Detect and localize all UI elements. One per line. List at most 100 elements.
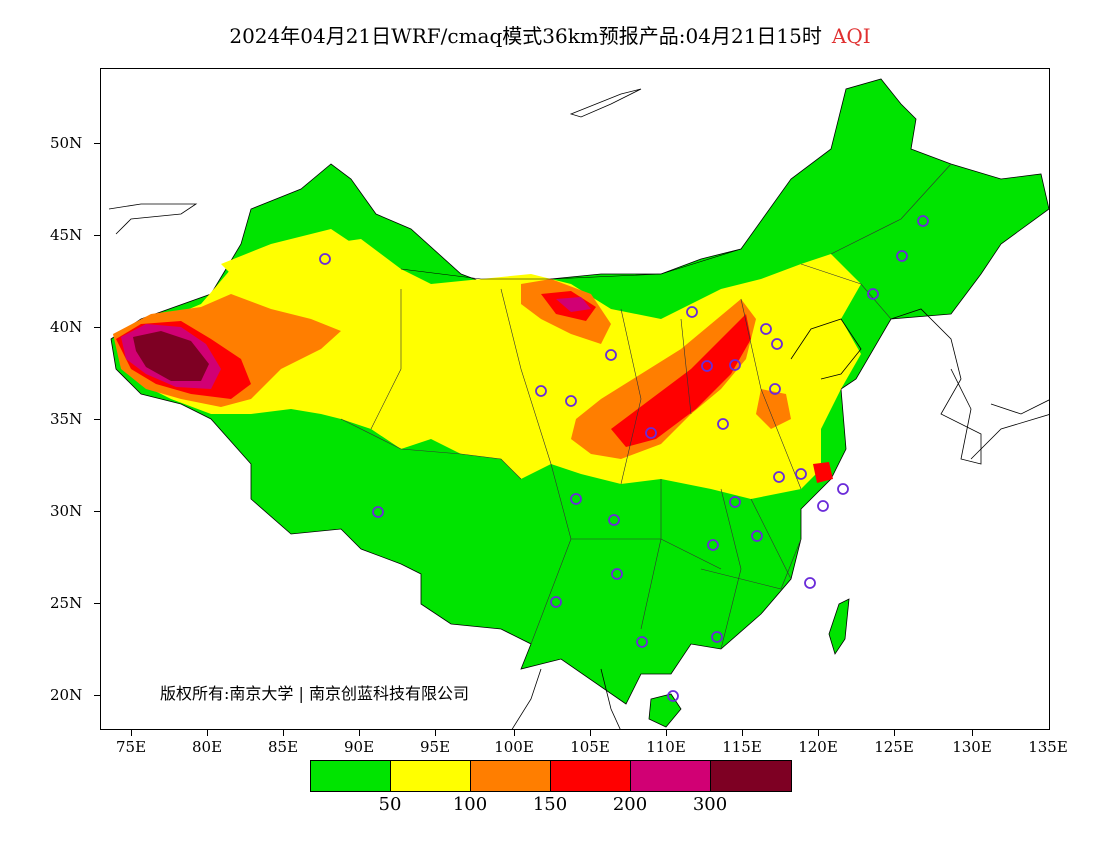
legend-label-300: 300 — [692, 794, 728, 815]
station-jinan — [769, 383, 781, 395]
station-taiyuan — [701, 360, 713, 372]
caspian-coast — [108, 203, 198, 235]
station-chengdu — [570, 493, 582, 505]
map-title: 2024年04月21日WRF/cmaq模式36km预报产品:04月21日15时 A… — [0, 20, 1100, 49]
lon-tick — [207, 730, 208, 736]
moderate-region-west — [221, 229, 361, 294]
legend-swatch-2 — [471, 761, 551, 791]
station-zhengzhou — [717, 418, 729, 430]
lon-label-115e: 115E — [722, 738, 762, 756]
baikal-lake — [569, 88, 642, 118]
station-tianjin — [771, 338, 783, 350]
lat-label-45n: 45N — [50, 226, 83, 244]
lat-tick — [94, 327, 100, 328]
copyright-notice: 版权所有:南京大学 | 南京创蓝科技有限公司 — [160, 684, 469, 703]
lat-tick — [94, 419, 100, 420]
lat-label-35n: 35N — [50, 410, 83, 428]
lon-label-100e: 100E — [494, 738, 534, 756]
legend-label-100: 100 — [452, 794, 488, 815]
station-haikou — [667, 690, 679, 702]
legend-swatch-0 — [311, 761, 391, 791]
station-markers — [319, 215, 929, 702]
unhealthy-spot-east — [813, 462, 833, 483]
legend-swatch-1 — [391, 761, 471, 791]
station-changsha — [707, 539, 719, 551]
station-hohhot — [686, 306, 698, 318]
province-boundaries — [340, 163, 952, 650]
station-lanzhou — [565, 395, 577, 407]
station-nanjing — [795, 468, 807, 480]
lon-label-120e: 120E — [798, 738, 838, 756]
station-guangzhou — [711, 631, 723, 643]
lat-label-25n: 25N — [50, 594, 83, 612]
station-fuzhou — [804, 577, 816, 589]
lon-label-90e: 90E — [343, 738, 375, 756]
station-xian — [645, 427, 657, 439]
legend-label-150: 150 — [532, 794, 568, 815]
lat-label-50n: 50N — [50, 134, 83, 152]
very-unhealthy-spot-north — [556, 297, 591, 312]
lon-tick — [435, 730, 436, 736]
lon-label-105e: 105E — [570, 738, 610, 756]
title-main: 2024年04月21日WRF/cmaq模式36km预报产品:04月21日15时 — [229, 24, 822, 48]
station-harbin — [917, 215, 929, 227]
station-chongqing — [608, 514, 620, 526]
lon-tick — [742, 730, 743, 736]
lon-label-135e: 135E — [1028, 738, 1068, 756]
station-shanghai — [837, 483, 849, 495]
station-shijiazhuang — [729, 359, 741, 371]
vietnam-coast — [511, 668, 621, 729]
legend-swatch-4 — [631, 761, 711, 791]
lon-label-85e: 85E — [267, 738, 299, 756]
korea-japan-coastline — [890, 308, 1049, 465]
lon-label-110e: 110E — [646, 738, 686, 756]
lon-tick — [972, 730, 973, 736]
lon-label-125e: 125E — [874, 738, 914, 756]
station-hangzhou — [817, 500, 829, 512]
lon-tick — [283, 730, 284, 736]
taiwan-island — [828, 598, 850, 655]
station-kunming — [550, 596, 562, 608]
station-wuhan — [729, 496, 741, 508]
station-shenyang — [867, 288, 879, 300]
lat-tick — [94, 235, 100, 236]
lat-tick — [94, 603, 100, 604]
usg-region-central — [571, 299, 756, 459]
hazardous-region — [133, 331, 209, 381]
lon-tick — [359, 730, 360, 736]
legend-label-50: 50 — [378, 794, 402, 815]
lon-label-80e: 80E — [191, 738, 223, 756]
mongolia-border-line — [400, 248, 742, 280]
lon-tick — [818, 730, 819, 736]
station-beijing — [760, 323, 772, 335]
lat-label-30n: 30N — [50, 502, 83, 520]
station-nanchang — [751, 530, 763, 542]
aqi-map — [108, 78, 1049, 729]
lon-label-95e: 95E — [419, 738, 451, 756]
lon-label-75e: 75E — [115, 738, 147, 756]
station-guiyang — [611, 568, 623, 580]
lon-tick — [514, 730, 515, 736]
lat-label-40n: 40N — [50, 318, 83, 336]
lon-tick — [590, 730, 591, 736]
unhealthy-region-central — [611, 314, 751, 447]
station-xining — [535, 385, 547, 397]
lat-tick — [94, 511, 100, 512]
aqi-legend-bar — [310, 760, 792, 792]
station-yinchuan — [605, 349, 617, 361]
map-panel — [100, 68, 1050, 730]
legend-swatch-5 — [711, 761, 791, 791]
station-nanning — [636, 636, 648, 648]
title-variable: AQI — [831, 24, 871, 48]
lon-tick — [131, 730, 132, 736]
station-urumqi — [319, 253, 331, 265]
bohai-coast — [790, 318, 862, 380]
station-hefei — [773, 471, 785, 483]
lon-tick — [894, 730, 895, 736]
station-lhasa — [372, 506, 384, 518]
legend-label-200: 200 — [612, 794, 648, 815]
moderate-region — [121, 239, 861, 499]
lon-label-130e: 130E — [952, 738, 992, 756]
lat-tick — [94, 143, 100, 144]
lat-label-20n: 20N — [50, 686, 83, 704]
